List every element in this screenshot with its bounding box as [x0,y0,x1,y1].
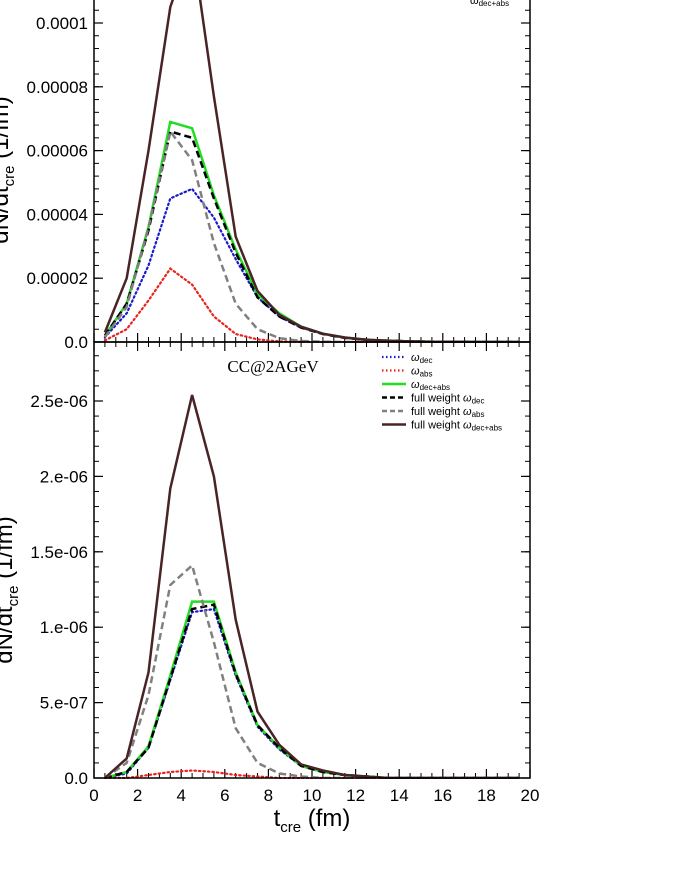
series-line-fw_dec [103,129,520,343]
y-tick-label: 0.0001 [36,14,88,33]
bottom-panel-series [103,394,521,779]
series-line-decabs [103,120,520,343]
y-tick-label: 0.0 [64,769,88,788]
x-tick-label: 0 [89,786,98,805]
x-tick-label: 18 [477,786,496,805]
x-tick-label: 14 [390,786,409,805]
y-tick-label: 1.5e-06 [30,543,88,562]
legend-label-abs: ωabs [411,366,432,379]
x-axis-title: tcre (fm) [274,805,351,836]
x-tick-label: 6 [220,786,229,805]
series-line-dec [103,607,521,779]
series-line-fw_abs [104,563,520,779]
legend-label-decabs: ωdec+abs [411,379,450,392]
y-tick-label: 0.0 [64,333,88,352]
series-line-fw_dec [104,603,520,779]
bottom-panel-frame [93,341,531,779]
x-tick-label: 2 [133,786,142,805]
legend-label-fw_dec: full weight ωdec [411,393,484,406]
x-tick-label: 4 [176,786,185,805]
y-tick-label: 1.e-06 [40,618,88,637]
x-tick-label: 16 [433,786,452,805]
y-tick-label: 0.00008 [27,78,88,97]
x-tick-label: 20 [521,786,540,805]
y-tick-label: 2.e-06 [40,467,88,486]
x-tick-labels: 0 2 4 6 8 10 12 14 16 18 20 [89,786,539,805]
series-line-fw_decabs [103,0,520,343]
bottom-panel-y-axis-title: dN/dtcre (1/fm) [0,516,22,664]
top-legend-fragment: ωdec+abs [470,0,509,8]
legend-label-fw_abs: full weight ωabs [411,406,484,419]
top-panel-y-tick-labels: 0.0 0.00002 0.00004 0.00006 0.00008 0.0001 [27,14,88,352]
legend-label-fw_decabs: full weight ωdec+abs [411,420,502,433]
x-tick-label: 10 [303,786,322,805]
y-tick-label: 0.00002 [27,269,88,288]
x-tick-label: 8 [264,786,273,805]
legend-label-dec: ωdec [411,352,432,365]
top-panel: 0.0 0.00002 0.00004 0.00006 0.00008 0.0001 ωd… [0,0,531,352]
y-tick-label: 5.e-07 [40,694,88,713]
bottom-panel: 0.0 5.e-07 1.e-06 1.5e-06 2.e-06 2.5e-06 0 2 4 6… [0,341,539,836]
y-tick-label: 0.00006 [27,142,88,161]
x-tick-label: 12 [346,786,365,805]
panel-title: CC@2AGeV [227,357,319,376]
y-tick-label: 0.00004 [27,205,88,224]
series-line-fw_abs [103,128,520,343]
series-line-fw_decabs [104,394,520,779]
y-tick-label: 2.5e-06 [30,392,88,411]
top-panel-series [103,0,521,343]
bottom-panel-y-tick-labels: 0.0 5.e-07 1.e-06 1.5e-06 2.e-06 2.5e-06 [30,392,88,788]
series-line-dec [103,187,521,343]
top-panel-y-axis-title: dN/dtcre (1/fm) [0,96,18,244]
